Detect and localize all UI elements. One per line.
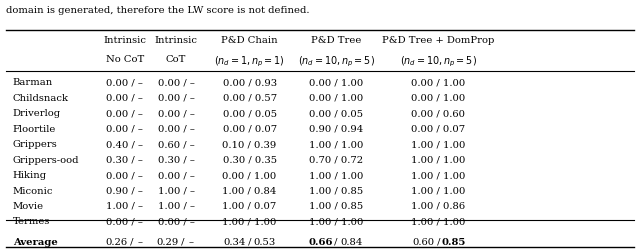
Text: Grippers-ood: Grippers-ood — [13, 156, 79, 165]
Text: 1.00 / 1.00: 1.00 / 1.00 — [309, 171, 363, 180]
Text: 0.00 / 1.00: 0.00 / 1.00 — [223, 171, 276, 180]
Text: 0.40 / –: 0.40 / – — [106, 140, 143, 149]
Text: 0.90 / –: 0.90 / – — [106, 187, 143, 195]
Text: 1.00 / 1.00: 1.00 / 1.00 — [412, 140, 465, 149]
Text: 0.00 / –: 0.00 / – — [157, 78, 195, 87]
Text: 0.00 / –: 0.00 / – — [157, 125, 195, 134]
Text: Grippers: Grippers — [13, 140, 58, 149]
Text: 1.00 / 1.00: 1.00 / 1.00 — [412, 156, 465, 165]
Text: 1.00 / 0.85: 1.00 / 0.85 — [309, 187, 363, 195]
Text: 0.00 / –: 0.00 / – — [157, 217, 195, 226]
Text: 1.00 / 0.85: 1.00 / 0.85 — [309, 202, 363, 211]
Text: 1.00 / 1.00: 1.00 / 1.00 — [309, 217, 363, 226]
Text: 0.66: 0.66 — [308, 238, 333, 247]
Text: Childsnack: Childsnack — [13, 94, 69, 103]
Text: 0.00 / 0.05: 0.00 / 0.05 — [309, 109, 363, 118]
Text: 0.00 / –: 0.00 / – — [157, 171, 195, 180]
Text: 0.00 / 0.57: 0.00 / 0.57 — [223, 94, 276, 103]
Text: 0.00 / 0.05: 0.00 / 0.05 — [223, 109, 276, 118]
Text: Driverlog: Driverlog — [13, 109, 61, 118]
Text: –: – — [138, 238, 143, 247]
Text: P&D Tree: P&D Tree — [311, 36, 361, 45]
Text: 1.00 / 0.07: 1.00 / 0.07 — [223, 202, 276, 211]
Text: 0.00 / 1.00: 0.00 / 1.00 — [412, 78, 465, 87]
Text: Floortile: Floortile — [13, 125, 56, 134]
Text: 0.00 / 0.93: 0.00 / 0.93 — [223, 78, 276, 87]
Text: 1.00 / 0.86: 1.00 / 0.86 — [412, 202, 465, 211]
Text: 0.60 / –: 0.60 / – — [157, 140, 195, 149]
Text: 0.00 / –: 0.00 / – — [106, 94, 143, 103]
Text: 0.00 / 1.00: 0.00 / 1.00 — [309, 78, 363, 87]
Text: 0.00 / –: 0.00 / – — [106, 125, 143, 134]
Text: CoT: CoT — [166, 55, 186, 64]
Text: 1.00 / 1.00: 1.00 / 1.00 — [223, 217, 276, 226]
Text: /: / — [433, 238, 444, 247]
Text: Intrinsic: Intrinsic — [154, 36, 198, 45]
Text: 0.00 / 1.00: 0.00 / 1.00 — [309, 94, 363, 103]
Text: 0.00 / 1.00: 0.00 / 1.00 — [412, 94, 465, 103]
Text: /: / — [331, 238, 341, 247]
Text: No CoT: No CoT — [106, 55, 144, 64]
Text: Barman: Barman — [13, 78, 53, 87]
Text: 0.00 / –: 0.00 / – — [106, 109, 143, 118]
Text: /: / — [244, 238, 255, 247]
Text: –: – — [189, 238, 194, 247]
Text: 1.00 / 1.00: 1.00 / 1.00 — [412, 171, 465, 180]
Text: Average: Average — [13, 238, 58, 247]
Text: /: / — [178, 238, 188, 247]
Text: Movie: Movie — [13, 202, 44, 211]
Text: 1.00 / –: 1.00 / – — [157, 187, 195, 195]
Text: 0.70 / 0.72: 0.70 / 0.72 — [309, 156, 363, 165]
Text: P&D Chain: P&D Chain — [221, 36, 278, 45]
Text: 0.60: 0.60 — [412, 238, 434, 247]
Text: 0.00 / 0.07: 0.00 / 0.07 — [223, 125, 276, 134]
Text: 1.00 / –: 1.00 / – — [106, 202, 143, 211]
Text: P&D Tree + DomProp: P&D Tree + DomProp — [382, 36, 495, 45]
Text: 0.53: 0.53 — [253, 238, 276, 247]
Text: 0.85: 0.85 — [442, 238, 466, 247]
Text: 0.84: 0.84 — [340, 238, 362, 247]
Text: 1.00 / 1.00: 1.00 / 1.00 — [309, 140, 363, 149]
Text: 0.00 / –: 0.00 / – — [106, 217, 143, 226]
Text: 0.00 / 0.07: 0.00 / 0.07 — [412, 125, 465, 134]
Text: $(n_d = 1, n_p = 1)$: $(n_d = 1, n_p = 1)$ — [214, 55, 285, 69]
Text: 0.90 / 0.94: 0.90 / 0.94 — [309, 125, 363, 134]
Text: 1.00 / 1.00: 1.00 / 1.00 — [412, 187, 465, 195]
Text: Miconic: Miconic — [13, 187, 53, 195]
Text: /: / — [127, 238, 136, 247]
Text: 0.00 / –: 0.00 / – — [157, 94, 195, 103]
Text: 1.00 / –: 1.00 / – — [157, 202, 195, 211]
Text: 0.10 / 0.39: 0.10 / 0.39 — [223, 140, 276, 149]
Text: 0.00 / –: 0.00 / – — [106, 171, 143, 180]
Text: 0.30 / –: 0.30 / – — [106, 156, 143, 165]
Text: Intrinsic: Intrinsic — [103, 36, 147, 45]
Text: domain is generated, therefore the LW score is not defined.: domain is generated, therefore the LW sc… — [6, 6, 310, 15]
Text: 0.34: 0.34 — [223, 238, 246, 247]
Text: Hiking: Hiking — [13, 171, 47, 180]
Text: Termes: Termes — [13, 217, 50, 226]
Text: 0.30 / –: 0.30 / – — [157, 156, 195, 165]
Text: 1.00 / 1.00: 1.00 / 1.00 — [412, 217, 465, 226]
Text: 0.30 / 0.35: 0.30 / 0.35 — [223, 156, 276, 165]
Text: 0.26: 0.26 — [105, 238, 127, 247]
Text: 0.00 / 0.60: 0.00 / 0.60 — [412, 109, 465, 118]
Text: 1.00 / 0.84: 1.00 / 0.84 — [223, 187, 276, 195]
Text: 0.29: 0.29 — [156, 238, 179, 247]
Text: $(n_d = 10, n_p = 5)$: $(n_d = 10, n_p = 5)$ — [400, 55, 477, 69]
Text: 0.00 / –: 0.00 / – — [157, 109, 195, 118]
Text: 0.00 / –: 0.00 / – — [106, 78, 143, 87]
Text: $(n_d = 10, n_p = 5)$: $(n_d = 10, n_p = 5)$ — [298, 55, 374, 69]
